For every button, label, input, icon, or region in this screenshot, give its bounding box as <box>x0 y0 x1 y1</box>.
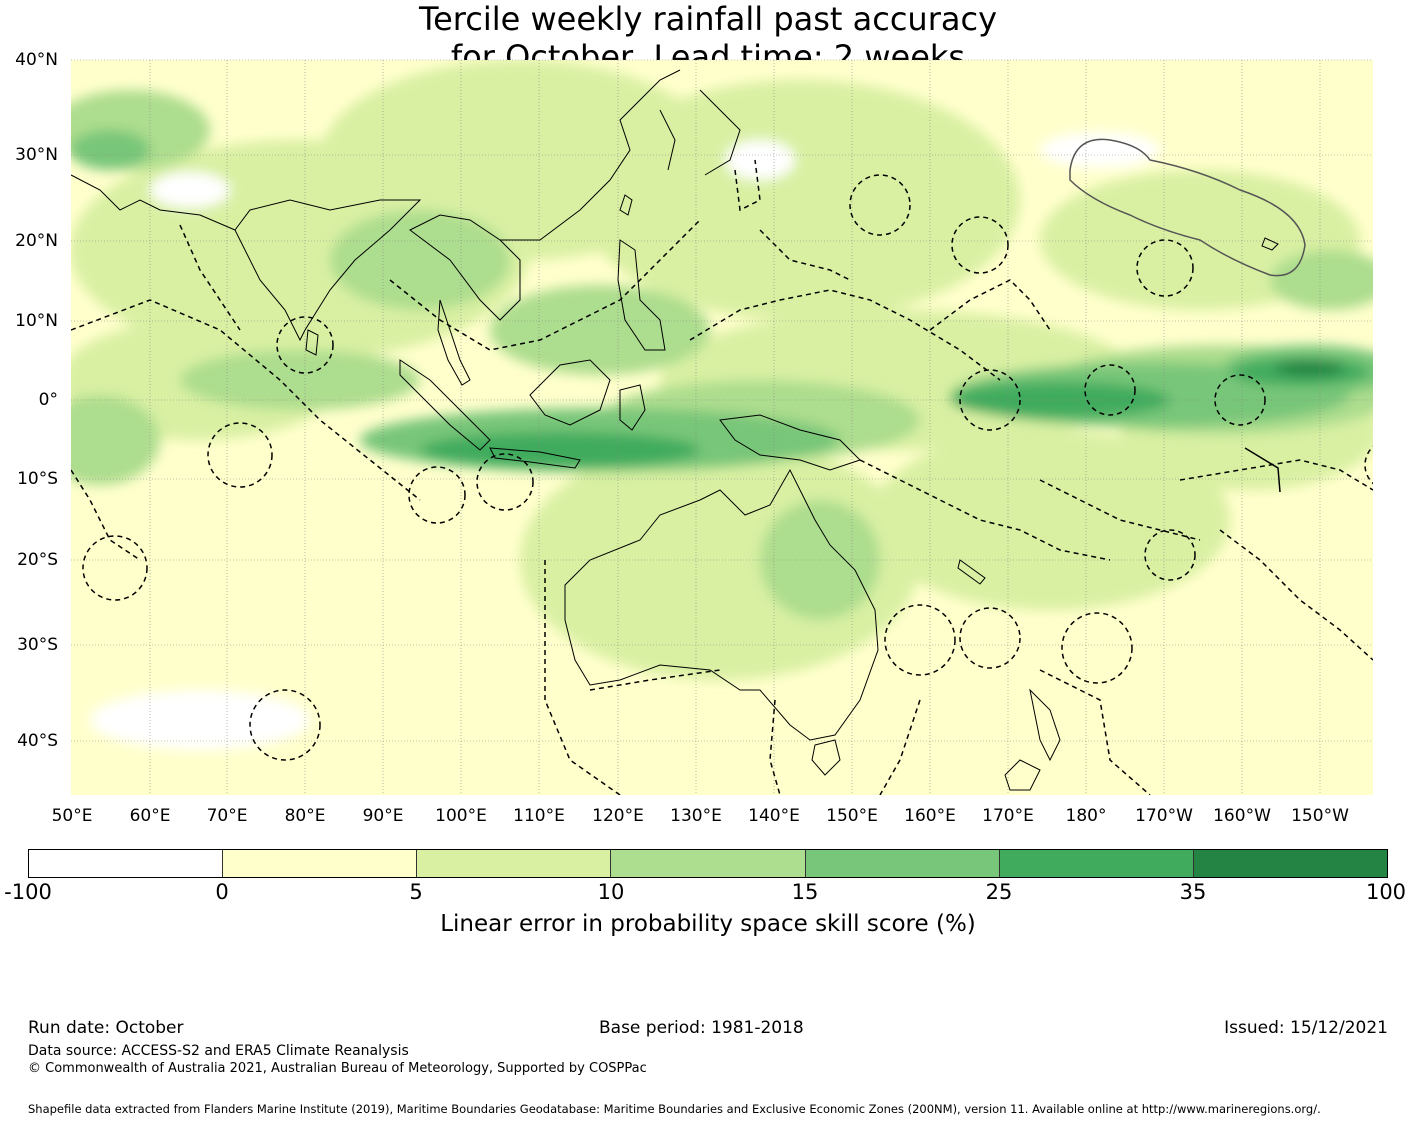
colorbar-segment-15-25 <box>805 850 1000 877</box>
lat-label-20s: 20°S <box>17 550 58 570</box>
colorbar-label: Linear error in probability space skill … <box>440 911 976 937</box>
lon-label-170w: 170°W <box>1135 806 1193 826</box>
colorbar-segment-10-15 <box>611 850 806 877</box>
lon-label-100e: 100°E <box>435 806 487 826</box>
colorbar-tick: 35 <box>1179 880 1207 904</box>
colorbar-segment-35-100 <box>1193 850 1387 877</box>
lon-label-150w: 150°W <box>1291 806 1349 826</box>
colorbar-tick: 15 <box>791 880 819 904</box>
colorbar-segment-neg100-0 <box>29 850 224 877</box>
copyright: © Commonwealth of Australia 2021, Austra… <box>28 1061 647 1076</box>
skill-field <box>71 60 1373 795</box>
lat-label-40n: 40°N <box>15 50 58 70</box>
eez-boundaries <box>71 159 1373 795</box>
lon-label-160e: 160°E <box>904 806 956 826</box>
lon-label-180: 180° <box>1065 806 1107 826</box>
lat-label-0: 0° <box>38 390 58 410</box>
issued-date: Issued: 15/12/2021 <box>1224 1018 1388 1038</box>
lat-label-10n: 10°N <box>15 311 58 331</box>
coastlines <box>71 69 1279 791</box>
lon-label-50e: 50°E <box>51 806 93 826</box>
lon-label-150e: 150°E <box>826 806 878 826</box>
colorbar-tick: 25 <box>985 880 1013 904</box>
lon-label-140e: 140°E <box>748 806 800 826</box>
lon-label-60e: 60°E <box>129 806 171 826</box>
graticule <box>71 59 1373 795</box>
base-period: Base period: 1981-2018 <box>599 1018 804 1038</box>
lat-label-30n: 30°N <box>15 145 58 165</box>
colorbar-tick: 0 <box>215 880 229 904</box>
lat-label-10s: 10°S <box>17 469 58 489</box>
colorbar-tick: 5 <box>409 880 423 904</box>
colorbar-segment-25-35 <box>999 850 1194 877</box>
solid-boundary-segment <box>1244 447 1281 493</box>
lon-label-160w: 160°W <box>1213 806 1271 826</box>
colorbar-tick: 10 <box>597 880 625 904</box>
colorbar <box>28 849 1388 878</box>
colorbar-segment-0-5 <box>223 850 418 877</box>
data-source: Data source: ACCESS-S2 and ERA5 Climate … <box>28 1043 409 1059</box>
colorbar-tick: -100 <box>4 880 52 904</box>
lon-label-110e: 110°E <box>513 806 565 826</box>
lon-label-130e: 130°E <box>670 806 722 826</box>
lon-label-90e: 90°E <box>362 806 404 826</box>
shapefile-credit: Shapefile data extracted from Flanders M… <box>28 1102 1321 1116</box>
lat-label-20n: 20°N <box>15 231 58 251</box>
map-title-line-1: Tercile weekly rainfall past accuracy <box>418 0 997 38</box>
colorbar-segment-5-10 <box>417 850 612 877</box>
lon-label-70e: 70°E <box>206 806 248 826</box>
lat-label-30s: 30°S <box>17 635 58 655</box>
run-date: Run date: October <box>28 1018 184 1038</box>
lon-label-80e: 80°E <box>284 806 326 826</box>
lon-label-170e: 170°E <box>982 806 1034 826</box>
skill-score-map <box>71 59 1373 795</box>
lon-label-120e: 120°E <box>592 806 644 826</box>
colorbar-tick: 100 <box>1365 880 1407 904</box>
lat-label-40s: 40°S <box>17 731 58 751</box>
solid-boundary <box>1069 138 1306 277</box>
